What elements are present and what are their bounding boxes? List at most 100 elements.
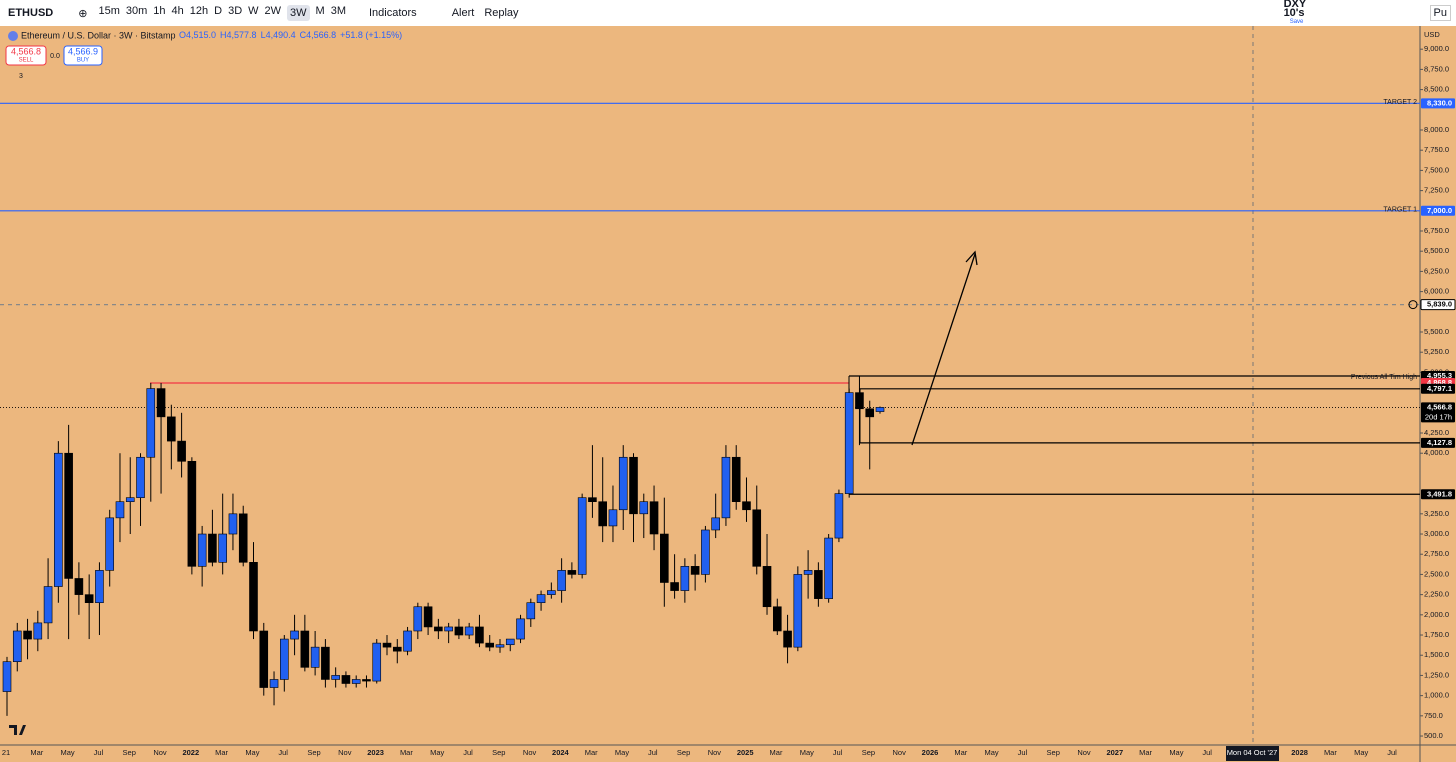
candle-body [454, 626, 464, 636]
interval[interactable]: 12h [189, 5, 209, 17]
candle-body [485, 642, 495, 648]
price-label: 7,000.0 [1427, 206, 1452, 215]
price-label: 8,330.0 [1427, 98, 1452, 107]
interval[interactable]: 1h [153, 5, 166, 17]
x-tick-label: 21 [2, 748, 10, 757]
candle-body [547, 590, 556, 595]
x-tick-label: Sep [1047, 748, 1060, 757]
candle-body [670, 582, 679, 591]
candle-body [43, 586, 53, 624]
interval[interactable]: 4h [171, 5, 184, 17]
x-tick-label: Jul [1018, 748, 1028, 757]
x-tick-label: Mar [215, 748, 228, 757]
price-label: 5,839.0 [1427, 300, 1452, 309]
interval[interactable]: D [214, 5, 223, 17]
x-tick-label: Sep [123, 748, 136, 757]
x-tick-label: Mar [585, 748, 598, 757]
x-tick-label: Sep [862, 748, 875, 757]
indicator-count: 3 [19, 73, 23, 80]
price-label-bg [1421, 489, 1455, 500]
interval[interactable]: W [248, 5, 259, 17]
countdown: 20d 17h [1425, 412, 1452, 421]
price-label-bg [1420, 299, 1456, 311]
publish[interactable]: Pu [1429, 5, 1451, 21]
candle-body [167, 416, 176, 442]
x-tick-label: Mar [770, 748, 783, 757]
x-tick-label: May [985, 748, 999, 757]
candle-body [701, 529, 710, 575]
x-tick-label: Jul [1202, 748, 1212, 757]
tv-logo [9, 725, 26, 735]
candle-body [95, 570, 104, 604]
candle-body [310, 646, 320, 668]
y-tick-label: 8,000.0 [1424, 125, 1449, 134]
x-tick-label: Nov [1077, 748, 1091, 757]
x-tick-label: Jul [463, 748, 473, 757]
y-tick-label: 3,000.0 [1424, 529, 1449, 538]
add-symbol[interactable]: ⊕ [78, 7, 88, 20]
interval[interactable]: 2W [264, 5, 282, 17]
x-tick-label: Jul [94, 748, 104, 757]
price-label: 3,491.8 [1427, 489, 1452, 498]
x-tick-label: 2023 [367, 748, 384, 757]
x-tick-label: Nov [708, 748, 722, 757]
currency: USD [1424, 30, 1440, 39]
layout-status: Save [1289, 18, 1304, 25]
indicators[interactable]: Indicators [368, 7, 417, 19]
candle-body [125, 497, 135, 502]
x-tick-label: Nov [153, 748, 167, 757]
price-label-bg [1421, 437, 1455, 448]
y-tick-label: 5,500.0 [1424, 327, 1449, 336]
candle-body [372, 642, 382, 682]
interval[interactable]: 3W [287, 5, 310, 21]
layout[interactable]: DXY 10's Save [1284, 0, 1310, 27]
interval[interactable]: M [315, 5, 325, 17]
interval[interactable]: 3D [228, 5, 243, 17]
legend-value: O4,515.0 [179, 30, 216, 40]
crosshair-label-bg [1226, 746, 1279, 761]
candle-body [351, 679, 361, 684]
price-label: 4,797.1 [1427, 384, 1452, 393]
legend-ohlc: O4,515.0 H4,577.8 L4,490.4 C4,566.8 +51.8 (+… [179, 30, 402, 40]
x-tick-label: Sep [677, 748, 690, 757]
sell-label: SELL [19, 58, 34, 64]
crosshair-label: Mon 04 Oct '27 [1227, 748, 1278, 757]
y-tick-label: 9,000.0 [1424, 44, 1449, 53]
y-tick-label: 8,750.0 [1424, 64, 1449, 73]
candle-body [187, 460, 197, 567]
alert[interactable]: Alert [451, 7, 475, 19]
candle-body [803, 570, 813, 575]
interval[interactable]: 30m [125, 5, 148, 17]
x-tick-label: May [1354, 748, 1368, 757]
candle-body [362, 679, 371, 682]
x-tick-label: Sep [492, 748, 505, 757]
replay[interactable]: Replay [484, 7, 519, 19]
candle-body [711, 517, 720, 531]
candle-body [608, 509, 618, 527]
x-tick-label: Sep [307, 748, 320, 757]
legend-value: H4,577.8 [220, 30, 257, 40]
x-tick-label: Nov [523, 748, 537, 757]
candle-body [54, 452, 63, 587]
y-tick-label: 6,750.0 [1424, 226, 1449, 235]
candle-body [434, 626, 443, 632]
interval[interactable]: 15m [98, 5, 120, 17]
candle-body [505, 638, 515, 646]
candle-body [680, 566, 690, 591]
candle-body [742, 501, 751, 511]
candle-body [639, 501, 649, 515]
candle-body [177, 440, 186, 462]
candle-body [660, 533, 669, 583]
candle-body [567, 570, 577, 575]
y-tick-label: 7,750.0 [1424, 145, 1449, 154]
legend-value: +51.8 (+1.15%) [340, 30, 402, 40]
candle-body [824, 537, 833, 599]
candle-body [2, 661, 12, 692]
symbol[interactable]: ETHUSD [8, 7, 54, 19]
alert-icon [1408, 300, 1418, 310]
candle-body [762, 566, 772, 608]
candle-body [290, 630, 299, 640]
y-tick-label: 7,250.0 [1424, 186, 1449, 195]
interval[interactable]: 3M [330, 5, 346, 17]
